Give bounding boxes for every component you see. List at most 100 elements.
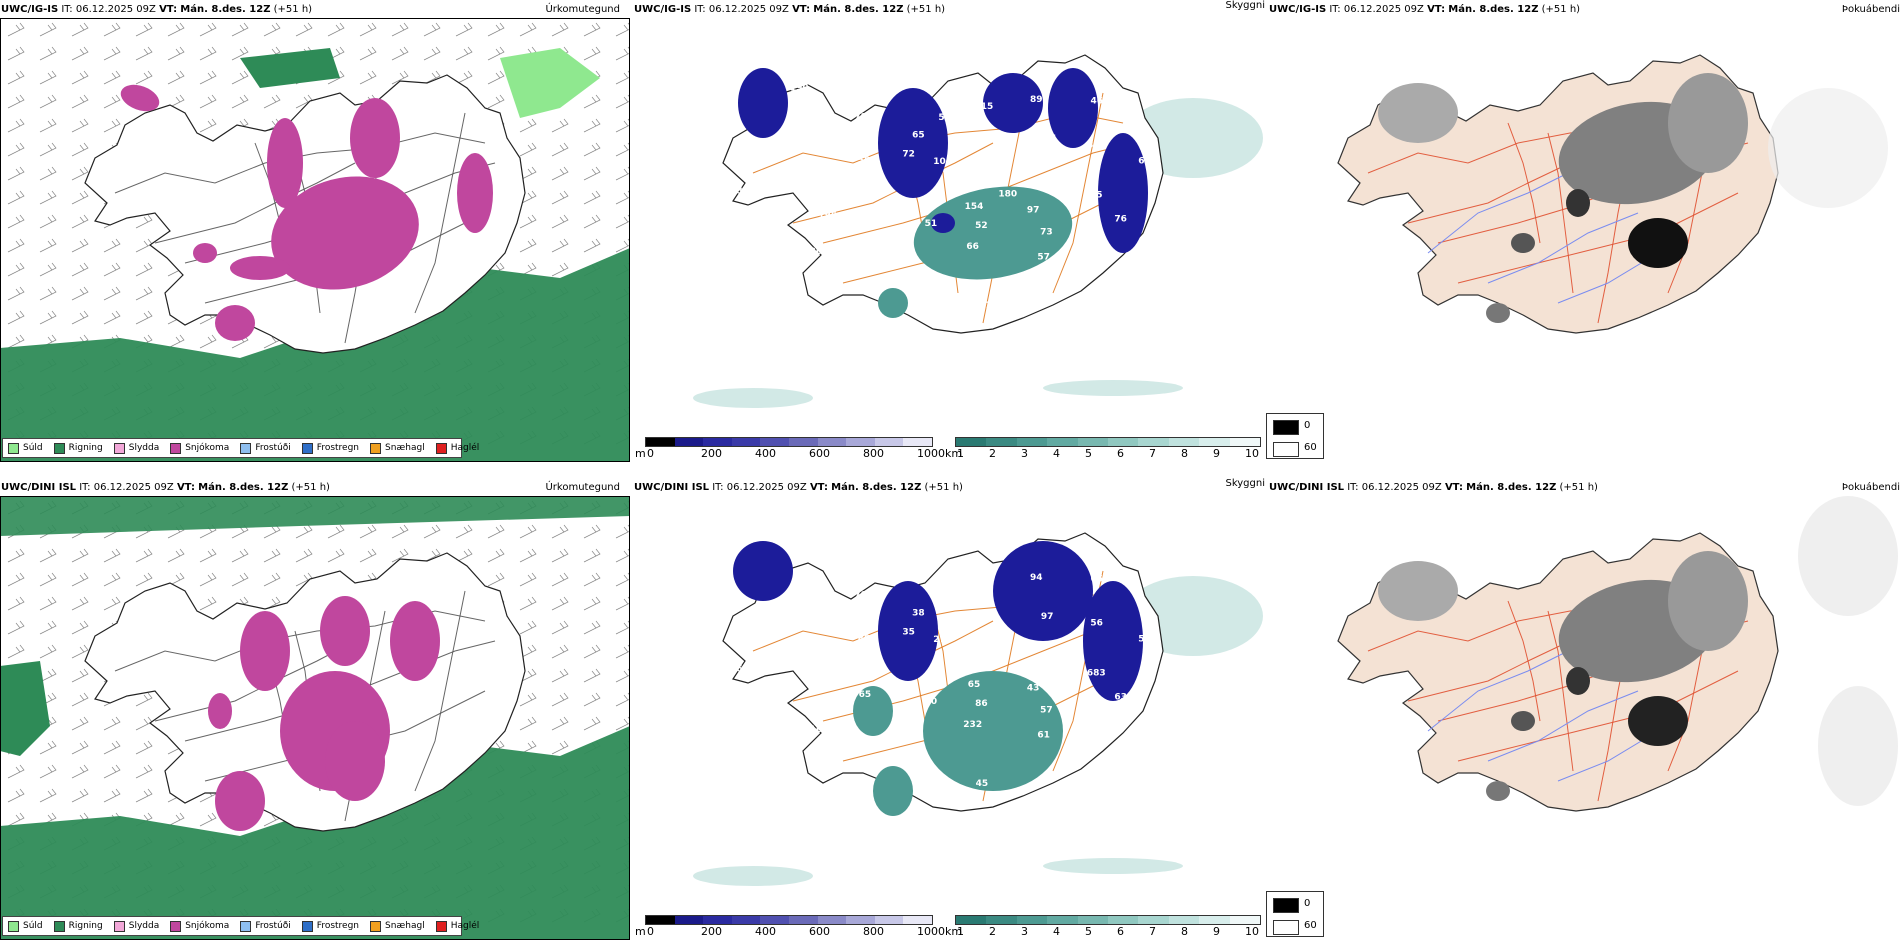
fog-legend-label: 0	[1304, 420, 1311, 431]
scale-tick: 2	[989, 447, 996, 460]
panel-title: UWC/DINI ISL IT: 06.12.2025 09Z VT: Mán.…	[1, 482, 330, 493]
ceiling-value-label: 47	[859, 212, 872, 222]
lead-time: (+51 h)	[273, 4, 313, 15]
panel-title: UWC/DINI ISL IT: 06.12.2025 09Z VT: Mán.…	[634, 482, 963, 493]
scale-tick: 5	[1085, 925, 1092, 938]
legend-swatch	[170, 920, 182, 932]
panel-field-name: Úrkomutegund	[545, 4, 620, 15]
legend-label: Haglél	[450, 921, 480, 931]
scale-tick: 5	[1085, 447, 1092, 460]
ceiling-value-label: 56	[1090, 619, 1103, 629]
legend-swatch	[240, 442, 252, 454]
it-value: 06.12.2025 09Z	[1361, 482, 1442, 493]
scale-tick: 10	[1245, 447, 1259, 460]
vt-label: VT:	[809, 482, 828, 493]
legend-swatch	[53, 442, 65, 454]
precip-map	[0, 496, 630, 940]
ceiling-value-label: 86	[975, 699, 988, 709]
ceiling-value-label: 163	[755, 720, 774, 730]
vt-label: VT:	[1444, 482, 1463, 493]
it-label: IT:	[79, 482, 91, 493]
scale-unit: km	[945, 925, 963, 938]
legend-item: Frostúði	[240, 920, 291, 932]
ceiling-value-label: 70	[854, 591, 867, 601]
legend-item: Haglél	[435, 442, 480, 454]
it-value: 06.12.2025 09Z	[726, 482, 807, 493]
scale-tick: 0	[647, 447, 654, 460]
scale-unit: m	[635, 447, 646, 460]
scale-unit: km	[945, 447, 963, 460]
legend-swatch	[8, 442, 19, 454]
ceiling-value-label: 198	[821, 656, 840, 666]
scale-tick: 9	[1213, 447, 1220, 460]
scale-tick: 1000	[917, 447, 945, 460]
ceiling-value-label: 100	[897, 276, 916, 286]
legend-swatch	[113, 920, 125, 932]
ceiling-value-label: 65	[859, 690, 872, 700]
ceiling-value-label: 342	[1087, 141, 1106, 151]
ceiling-value-label: 78	[854, 113, 867, 123]
ceiling-value-label: 64	[776, 139, 789, 149]
ceiling-value-label: 46	[1091, 97, 1104, 107]
legend-item: Frostregn	[301, 920, 360, 932]
ceiling-value-label: 89	[1030, 95, 1043, 105]
ceiling-value-label: 165	[810, 725, 829, 735]
legend-swatch	[370, 442, 382, 454]
legend-label: Slydda	[128, 921, 160, 931]
legend-swatch	[435, 442, 447, 454]
ceiling-value-label: 105	[933, 157, 952, 167]
ceiling-value-label: 45	[976, 779, 989, 789]
scale-tick: 600	[809, 925, 830, 938]
legend-label: Rigning	[68, 443, 103, 453]
ceiling-visibility-panel: UWC/IG-IS IT: 06.12.2025 09Z VT: Mán. 8.…	[633, 0, 1265, 465]
legend-item: Snæhagl	[370, 442, 425, 454]
legend-label: Haglél	[450, 443, 480, 453]
legend-item: Rigning	[53, 920, 103, 932]
panel-field-name: Skyggni	[1225, 0, 1265, 11]
legend-swatch	[53, 920, 65, 932]
legend-item: Frostúði	[240, 442, 291, 454]
legend-label: Frostregn	[316, 921, 360, 931]
ceiling-colorbar: m 0 200 400 600 800 1000	[635, 915, 945, 939]
vt-value: Mán. 8.des. 12Z	[198, 482, 289, 493]
ceiling-value-label: 69	[1138, 156, 1151, 166]
scale-tick: 1000	[917, 925, 945, 938]
ceiling-value-label: 70	[962, 143, 975, 153]
scale-tick: 6	[1117, 925, 1124, 938]
panel-field-name: Skyggni	[1225, 478, 1265, 489]
legend-label: Slydda	[128, 443, 160, 453]
vt-value: Mán. 8.des. 12Z	[180, 4, 271, 15]
ceiling-value-label: 64	[1055, 174, 1068, 184]
ceiling-value-label: 72	[894, 205, 907, 215]
ceiling-value-label: 51	[1138, 634, 1151, 644]
ceiling-value-label: 80	[858, 634, 871, 644]
model-name: UWC/DINI ISL	[634, 482, 710, 493]
panel-title: UWC/IG-IS IT: 06.12.2025 09Z VT: Mán. 8.…	[1269, 4, 1580, 15]
scale-tick: 800	[863, 925, 884, 938]
it-value: 06.12.2025 09Z	[1343, 4, 1424, 15]
ceiling-value-label: 65	[968, 680, 981, 690]
lead-time: (+51 h)	[924, 482, 963, 493]
ceiling-value-label: 154	[965, 202, 984, 212]
ceiling-value-label: 144	[1038, 134, 1057, 144]
ceiling-value-label: 66	[966, 242, 979, 252]
it-value: 06.12.2025 09Z	[93, 482, 174, 493]
legend-swatch	[8, 920, 19, 932]
legend-swatch	[301, 442, 313, 454]
ceiling-value-label: 51	[925, 219, 938, 229]
scale-tick: 3	[1021, 925, 1028, 938]
scale-tick: 6	[1117, 447, 1124, 460]
legend-label: Snjókoma	[185, 921, 230, 931]
scale-tick: 1	[957, 925, 964, 938]
ceiling-value-label: 61	[1037, 731, 1050, 741]
ceiling-value-label: 105	[842, 765, 861, 775]
scale-tick: 600	[809, 447, 830, 460]
fog-map	[1337, 496, 1898, 812]
vt-value: Mán. 8.des. 12Z	[1448, 4, 1539, 15]
legend-label: Frostúði	[255, 921, 291, 931]
precip-map	[0, 18, 630, 462]
ceiling-value-label: 180	[998, 190, 1017, 200]
ceiling-value-label: 63	[1114, 692, 1127, 702]
it-label: IT:	[712, 482, 724, 493]
panel-field-name: Úrkomutegund	[545, 482, 620, 493]
